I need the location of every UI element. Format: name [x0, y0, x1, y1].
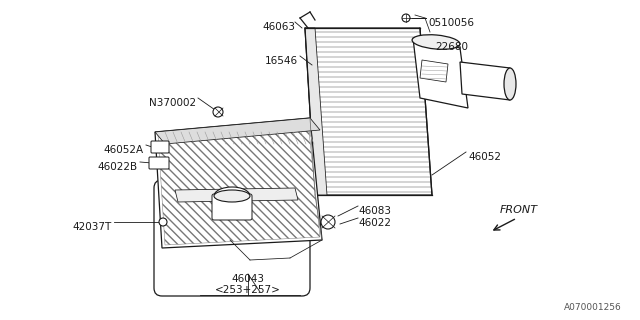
Ellipse shape [402, 14, 410, 22]
FancyBboxPatch shape [149, 157, 169, 169]
FancyBboxPatch shape [154, 180, 310, 296]
Polygon shape [413, 38, 468, 108]
Text: 46052A: 46052A [104, 145, 144, 155]
Text: 46052: 46052 [468, 152, 501, 162]
Ellipse shape [321, 215, 335, 229]
Text: 46083: 46083 [358, 206, 391, 216]
Text: 46043: 46043 [232, 274, 264, 284]
FancyBboxPatch shape [212, 194, 252, 220]
Text: FRONT: FRONT [500, 205, 538, 215]
Text: 46063: 46063 [262, 22, 295, 32]
Polygon shape [155, 118, 320, 144]
Ellipse shape [214, 187, 250, 205]
Polygon shape [305, 28, 432, 195]
Text: 16546: 16546 [265, 56, 298, 66]
Text: 22680: 22680 [435, 42, 468, 52]
Ellipse shape [159, 218, 167, 226]
Text: N370002: N370002 [149, 98, 196, 108]
Ellipse shape [412, 35, 460, 49]
Polygon shape [420, 60, 448, 82]
Ellipse shape [214, 190, 250, 202]
Text: A070001256: A070001256 [564, 303, 622, 312]
Text: <253+257>: <253+257> [215, 285, 281, 295]
Polygon shape [175, 188, 298, 202]
FancyBboxPatch shape [151, 141, 169, 153]
Polygon shape [305, 28, 327, 195]
Text: 46022: 46022 [358, 218, 391, 228]
Polygon shape [460, 62, 510, 100]
Text: 42037T: 42037T [73, 222, 112, 232]
Ellipse shape [213, 107, 223, 117]
Text: 46022B: 46022B [98, 162, 138, 172]
Polygon shape [155, 118, 322, 248]
Text: 0510056: 0510056 [428, 18, 474, 28]
Ellipse shape [504, 68, 516, 100]
